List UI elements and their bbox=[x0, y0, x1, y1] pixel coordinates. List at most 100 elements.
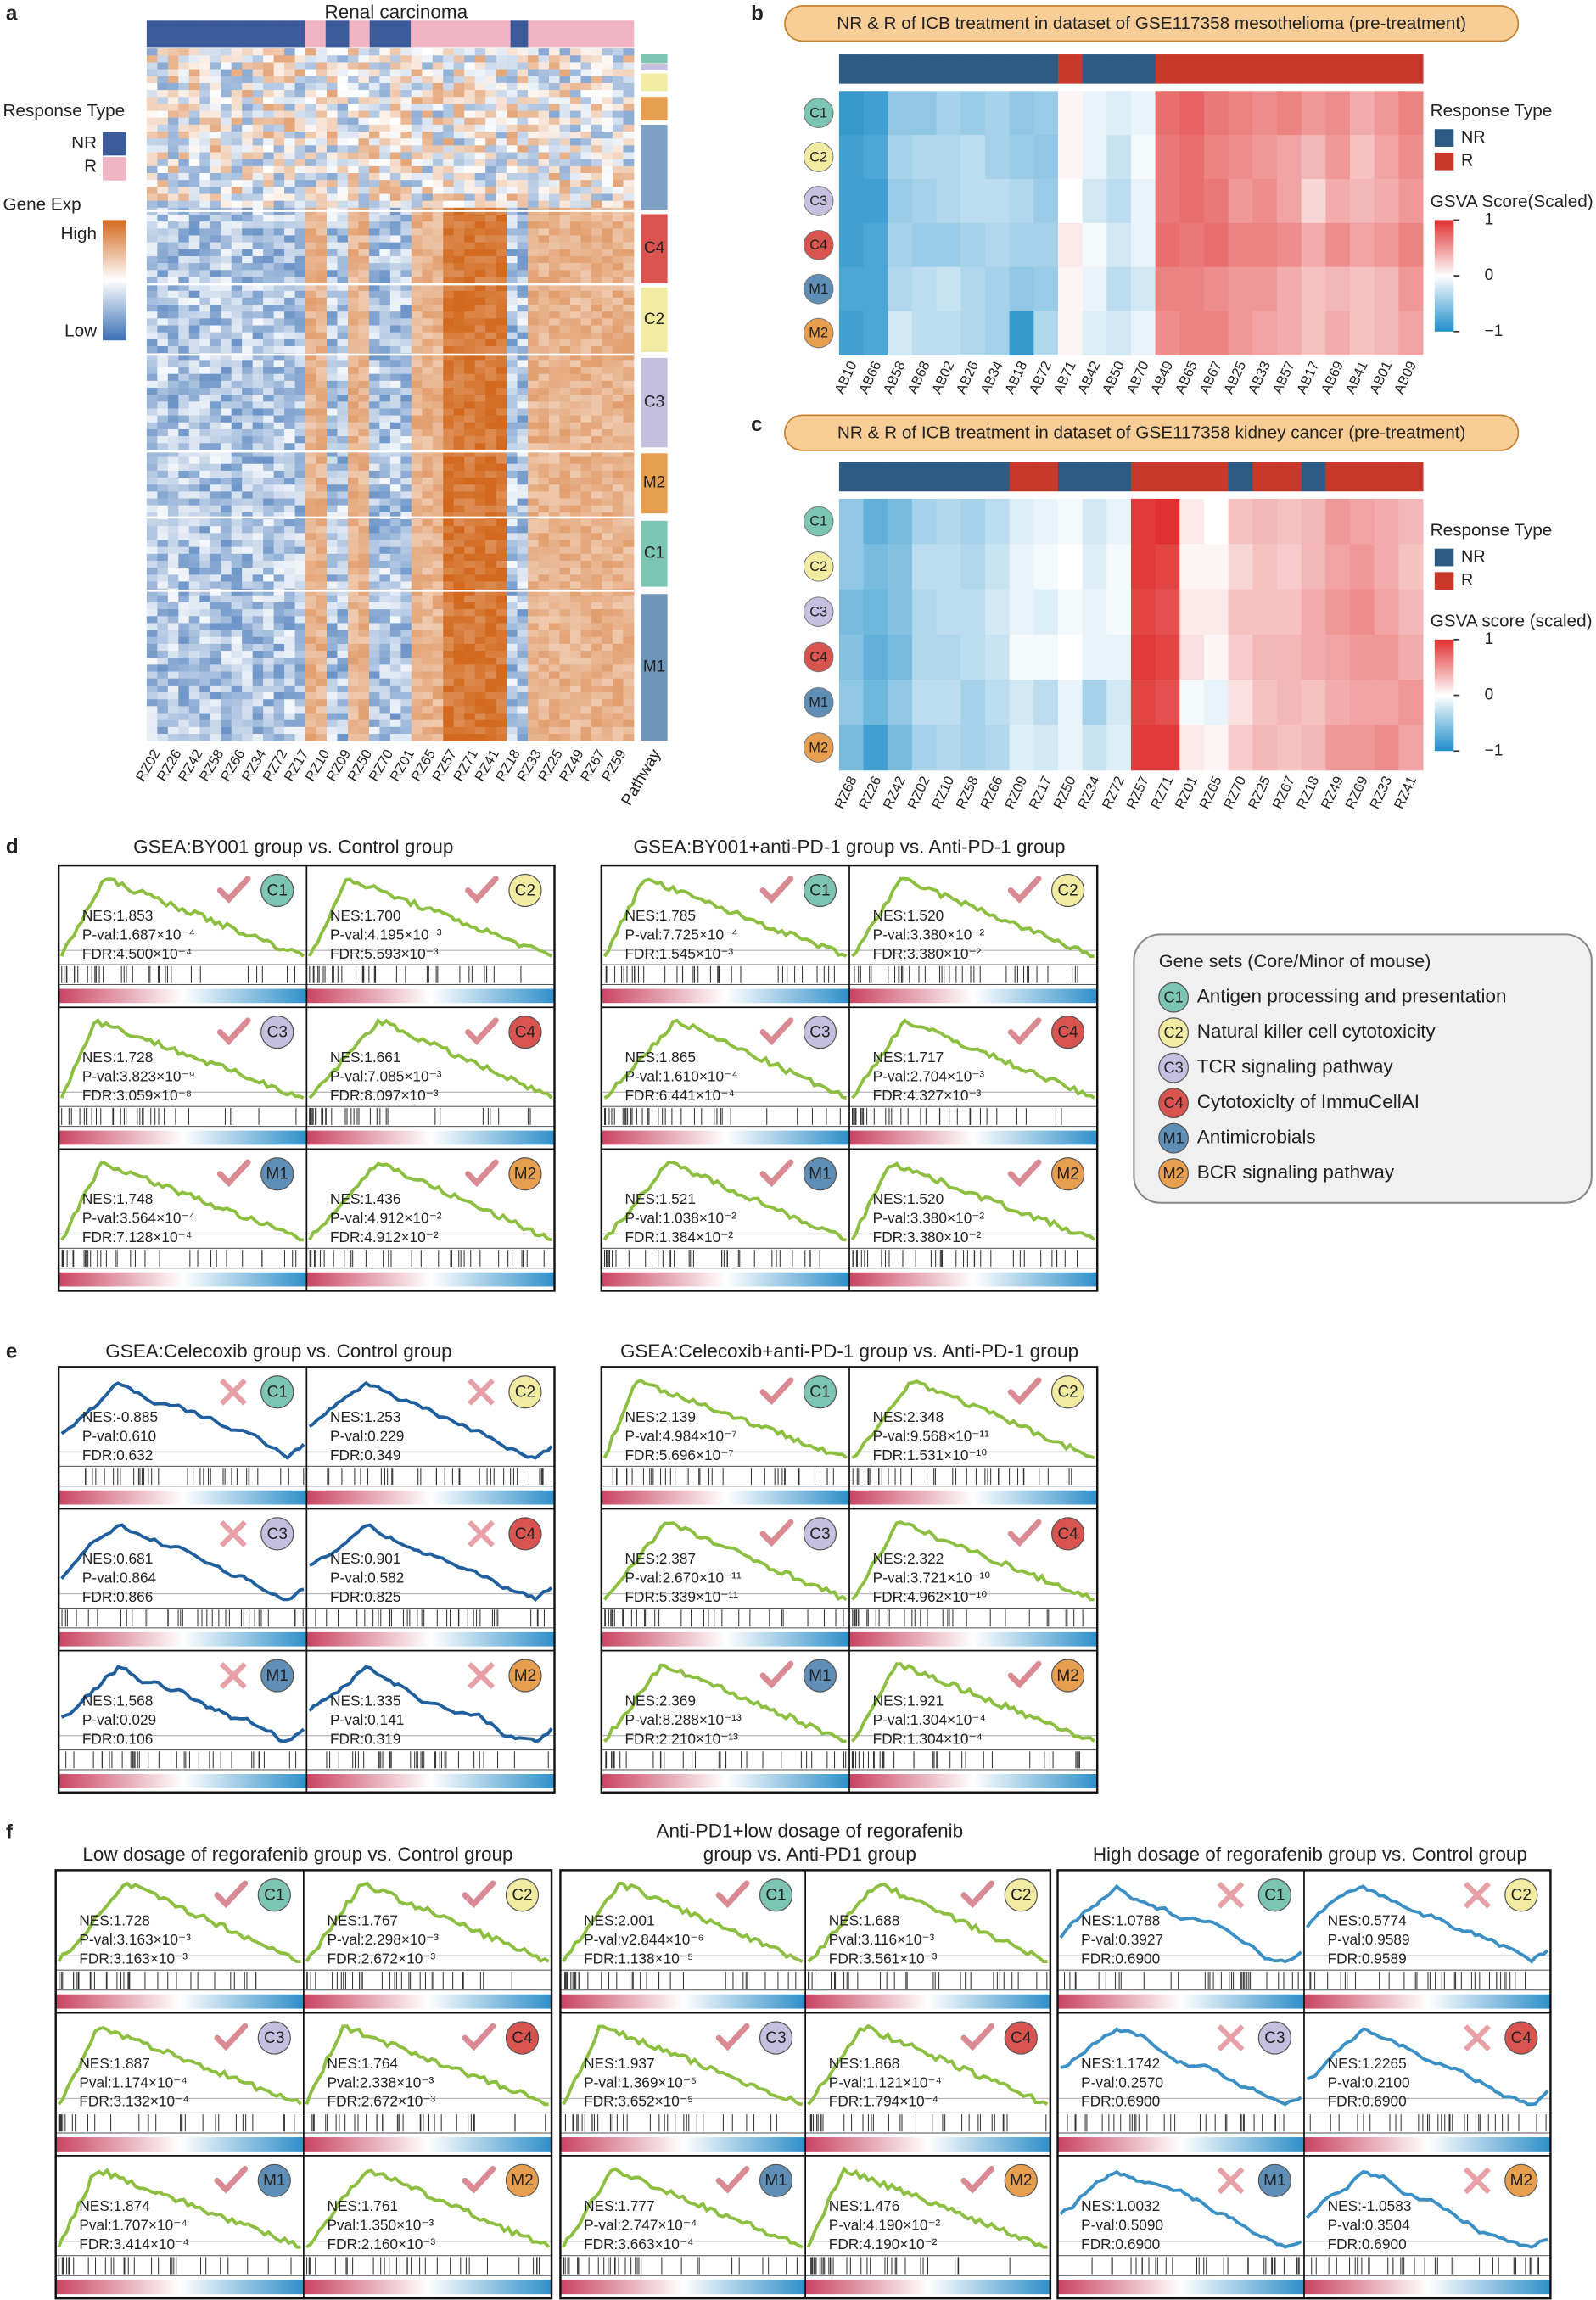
heatmap-cell bbox=[580, 187, 592, 195]
heatmap-cell bbox=[984, 135, 1011, 180]
heatmap-cell bbox=[400, 685, 412, 693]
heatmap-cell bbox=[337, 678, 349, 686]
heatmap-cell bbox=[284, 574, 296, 582]
heatmap-cell bbox=[496, 200, 507, 209]
heatmap-cell bbox=[157, 255, 169, 264]
heatmap-cell bbox=[379, 422, 391, 430]
heatmap-cell bbox=[379, 491, 391, 500]
heatmap-cell bbox=[368, 450, 380, 458]
heatmap-cell bbox=[422, 290, 434, 299]
heatmap-cell bbox=[1398, 135, 1424, 180]
heatmap-cell bbox=[157, 478, 169, 485]
annotation-cell bbox=[243, 20, 247, 48]
heatmap-cell bbox=[496, 699, 507, 707]
heatmap-cell bbox=[602, 76, 613, 84]
heatmap-cell bbox=[284, 533, 296, 541]
heatmap-cell bbox=[496, 290, 507, 299]
heatmap-cell bbox=[167, 82, 179, 91]
heatmap-cell bbox=[474, 616, 486, 624]
heatmap-cell bbox=[464, 478, 476, 485]
heatmap-cell bbox=[316, 428, 328, 437]
heatmap-cell bbox=[157, 636, 169, 645]
heatmap-cell bbox=[517, 415, 529, 423]
heatmap-cell bbox=[549, 367, 561, 375]
heatmap-cell bbox=[146, 540, 158, 548]
heatmap-cell bbox=[379, 560, 391, 568]
heatmap-cell bbox=[559, 553, 571, 562]
heatmap-cell bbox=[507, 104, 518, 112]
heatmap-cell bbox=[507, 76, 518, 84]
heatmap-cell bbox=[559, 132, 571, 139]
heatmap-cell bbox=[538, 387, 550, 395]
heatmap-cell bbox=[231, 636, 243, 645]
heatmap-cell bbox=[389, 463, 401, 472]
heatmap-cell bbox=[453, 678, 465, 686]
heatmap-cell bbox=[284, 463, 296, 472]
heatmap-cell bbox=[146, 200, 158, 209]
heatmap-cell bbox=[422, 463, 434, 472]
heatmap-cell bbox=[422, 193, 434, 202]
heatmap-cell bbox=[347, 346, 359, 354]
annotation-cell bbox=[363, 20, 367, 48]
heatmap-cell bbox=[443, 373, 455, 382]
heatmap-cell bbox=[432, 588, 444, 596]
heatmap-cell bbox=[464, 436, 476, 444]
heatmap-cell bbox=[559, 692, 571, 700]
heatmap-cell bbox=[327, 678, 339, 686]
heatmap-cell bbox=[411, 69, 423, 77]
heatmap-cell bbox=[316, 588, 328, 596]
heatmap-cell bbox=[199, 325, 211, 333]
heatmap-cell bbox=[507, 235, 518, 243]
heatmap-cell bbox=[146, 450, 158, 458]
heatmap-cell bbox=[422, 588, 434, 596]
heatmap-cell bbox=[379, 553, 391, 562]
heatmap-cell bbox=[517, 290, 529, 299]
heatmap-cell bbox=[316, 311, 328, 319]
heatmap-cell bbox=[199, 450, 211, 458]
heatmap-cell bbox=[580, 463, 592, 472]
heatmap-cell bbox=[602, 651, 613, 658]
heatmap-cell bbox=[294, 616, 306, 624]
heatmap-cell bbox=[347, 658, 359, 665]
heatmap-cell bbox=[347, 678, 359, 686]
heatmap-cell bbox=[570, 117, 581, 126]
heatmap-cell bbox=[612, 463, 624, 472]
heatmap-cell bbox=[443, 69, 455, 77]
heatmap-cell bbox=[517, 76, 529, 84]
heatmap-cell bbox=[888, 178, 913, 224]
heatmap-cell bbox=[188, 498, 200, 506]
heatmap-cell bbox=[199, 491, 211, 500]
heatmap-cell bbox=[273, 318, 285, 327]
heatmap-cell bbox=[422, 664, 434, 673]
heatmap-cell bbox=[538, 671, 550, 680]
heatmap-cell bbox=[570, 305, 581, 312]
heatmap-cell bbox=[231, 152, 243, 160]
heatmap-cell bbox=[167, 387, 179, 395]
heatmap-cell bbox=[422, 623, 434, 631]
heatmap-cell bbox=[316, 719, 328, 728]
heatmap-cell bbox=[157, 484, 169, 492]
heatmap-cell bbox=[178, 200, 190, 209]
heatmap-cell bbox=[294, 733, 306, 741]
heatmap-cell bbox=[602, 443, 613, 450]
heatmap-cell bbox=[347, 602, 359, 610]
heatmap-cell bbox=[157, 76, 169, 84]
heatmap-cell bbox=[443, 318, 455, 327]
heatmap-cell bbox=[474, 540, 486, 548]
heatmap-cell bbox=[580, 415, 592, 423]
heatmap-cell bbox=[242, 588, 254, 596]
heatmap-cell bbox=[284, 519, 296, 527]
heatmap-cell bbox=[549, 609, 561, 617]
heatmap-cell bbox=[305, 713, 317, 721]
heatmap-cell bbox=[252, 380, 264, 389]
heatmap-cell bbox=[263, 470, 275, 478]
heatmap-cell bbox=[157, 401, 169, 409]
heatmap-cell bbox=[199, 553, 211, 562]
heatmap-cell bbox=[316, 651, 328, 658]
heatmap-cell bbox=[199, 367, 211, 375]
heatmap-cell bbox=[411, 726, 423, 735]
heatmap-cell bbox=[188, 200, 200, 209]
heatmap-cell bbox=[453, 104, 465, 112]
heatmap-cell bbox=[1179, 266, 1205, 312]
heatmap-cell bbox=[612, 436, 624, 444]
